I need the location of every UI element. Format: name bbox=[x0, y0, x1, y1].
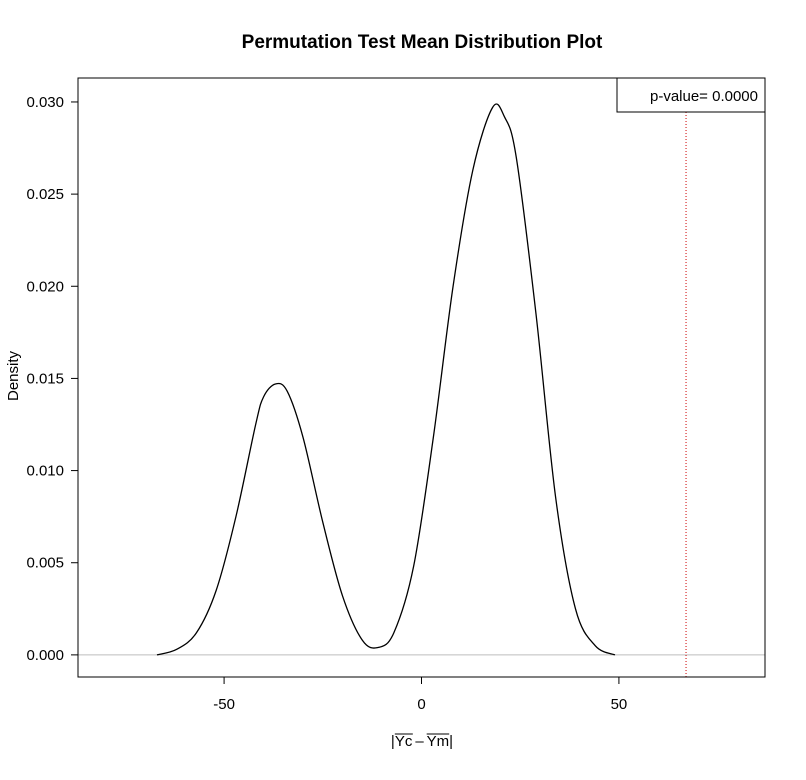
x-axis-label: |Yc – Ym| bbox=[391, 733, 453, 750]
plot-frame bbox=[77, 77, 766, 678]
svg-text:|Yc–Ym|: |Yc – Ym| bbox=[391, 733, 453, 750]
y-tick-label: 0.015 bbox=[26, 370, 64, 387]
y-tick-label: 0.020 bbox=[26, 278, 64, 295]
y-tick-label: 0.005 bbox=[26, 555, 64, 572]
legend-box bbox=[616, 77, 766, 113]
y-tick-label: 0.000 bbox=[26, 647, 64, 664]
x-tick-label: 0 bbox=[417, 696, 425, 713]
x-label-left-bar: | bbox=[391, 733, 395, 750]
y-axis-label: Density bbox=[5, 350, 22, 401]
density-curve-0 bbox=[156, 103, 616, 656]
x-label-ym: Ym bbox=[427, 733, 450, 750]
legend-text: p-value= 0.0000 bbox=[650, 88, 758, 105]
x-tick-label: 50 bbox=[611, 696, 628, 713]
y-tick-label: 0.030 bbox=[26, 94, 64, 111]
x-label-right-bar: | bbox=[449, 733, 453, 750]
y-tick-label: 0.025 bbox=[26, 186, 64, 203]
y-tick-label: 0.010 bbox=[26, 463, 64, 480]
chart-title: Permutation Test Mean Distribution Plot bbox=[242, 32, 603, 53]
x-tick-label: -50 bbox=[213, 696, 235, 713]
x-label-yc: Yc bbox=[395, 733, 413, 750]
x-label-minus: – bbox=[415, 733, 424, 750]
